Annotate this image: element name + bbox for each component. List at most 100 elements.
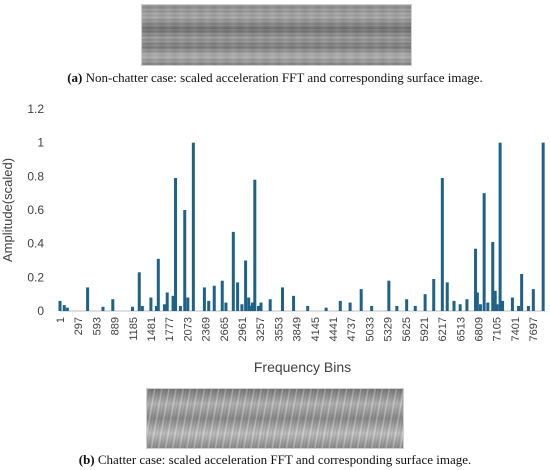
fft-bar [493, 290, 497, 311]
y-tick-label: 1 [37, 136, 44, 150]
fft-bar [171, 295, 175, 311]
caption-label-a: (a) [67, 70, 83, 85]
x-tick-label: 7697 [528, 317, 540, 341]
fft-bar [86, 287, 90, 311]
fft-bar [510, 297, 514, 311]
fft-bar [191, 142, 195, 311]
fft-bar [65, 307, 69, 311]
y-tick-label: 0.2 [27, 270, 44, 284]
fft-bars [58, 142, 545, 311]
fft-bar [62, 305, 66, 311]
fft-bar [413, 305, 417, 311]
fft-bar [520, 273, 524, 311]
fft-bar [338, 300, 342, 311]
x-axis-label: Frequency Bins [254, 359, 351, 375]
fft-bar [486, 302, 490, 311]
fft-bar [501, 300, 505, 311]
caption-chatter: (b) Chatter case: scaled acceleration FF… [0, 452, 550, 468]
fft-bar [292, 295, 296, 311]
y-tick-label: 0.6 [27, 203, 44, 217]
x-tick-label: 5033 [364, 317, 376, 341]
fft-bar [387, 280, 391, 311]
x-tick-label: 5329 [383, 317, 395, 341]
x-tick-label: 7105 [492, 317, 504, 341]
fft-bar [247, 297, 251, 311]
x-tick-label: 6217 [437, 317, 449, 341]
fft-bar [465, 299, 469, 311]
fft-bar [257, 305, 261, 311]
x-tick-label: 1 [55, 317, 67, 323]
fft-bar [526, 305, 530, 311]
fft-bar [220, 280, 224, 311]
x-tick-label: 3257 [255, 317, 267, 341]
x-tick-label: 2665 [219, 317, 231, 341]
fft-bar [280, 287, 284, 311]
y-tick-labels: 0 0.2 0.4 0.6 0.8 1 1.2 [27, 102, 44, 318]
fft-bar [248, 305, 252, 311]
fft-bar [244, 260, 248, 311]
fft-bar [156, 258, 160, 311]
x-tick-label: 3849 [292, 317, 304, 341]
fft-bar [423, 294, 427, 311]
fft-bar [259, 302, 263, 311]
x-tick-label: 6809 [474, 317, 486, 341]
y-tick-label: 0.4 [27, 237, 44, 251]
fft-bar [432, 279, 436, 311]
fft-bar-chart: 0 0.2 0.4 0.6 0.8 1 1.2 1 297 593 889 1185 1481 1777… [0, 102, 545, 375]
fft-bar [236, 282, 240, 311]
fft-bar [359, 289, 363, 311]
fft-bar [178, 305, 182, 311]
x-tick-label: 4145 [310, 317, 322, 341]
fft-bar [240, 304, 244, 311]
fft-bar [111, 299, 115, 311]
x-tick-label: 1481 [146, 317, 158, 341]
x-tick-label: 1777 [164, 317, 176, 341]
fft-bar [130, 306, 134, 311]
y-tick-label: 0.8 [27, 169, 44, 183]
fft-bar [202, 287, 206, 311]
fft-bar [101, 306, 105, 311]
x-tick-label: 3553 [273, 317, 285, 341]
y-tick-label: 1.2 [27, 102, 44, 116]
caption-non-chatter: (a) Non-chatter case: scaled acceleratio… [0, 70, 550, 86]
fft-bar [207, 300, 211, 311]
fft-bar [224, 302, 228, 311]
fft-bar [231, 231, 235, 311]
fft-bar [482, 193, 486, 311]
fft-bar [478, 304, 482, 311]
fft-bar [58, 300, 62, 311]
fft-bar [324, 307, 328, 311]
fft-bar [395, 305, 399, 311]
x-tick-labels: 1 297 593 889 1185 1481 1777 2073 2369 2665 2961 32… [55, 317, 540, 341]
x-tick-label: 2369 [201, 317, 213, 341]
fft-bar [250, 302, 254, 311]
x-tick-label: 2073 [182, 317, 194, 341]
fft-bar [162, 304, 166, 311]
chatter-surface-image [146, 388, 404, 449]
caption-text-a: Non-chatter case: scaled acceleration FF… [82, 70, 483, 85]
fft-bar [475, 292, 479, 311]
x-tick-label: 4737 [346, 317, 358, 341]
fft-bar [183, 210, 187, 311]
x-tick-label: 297 [73, 317, 85, 335]
fft-bar [452, 300, 456, 311]
fft-bar [268, 299, 272, 311]
fft-bar [491, 241, 495, 311]
fft-bar [186, 297, 190, 311]
caption-label-b: (b) [78, 452, 95, 467]
y-axis-label: Amplitude(scaled) [0, 158, 15, 262]
y-tick-label: 0 [37, 304, 44, 318]
x-tick-label: 6513 [455, 317, 467, 341]
fft-bar [517, 305, 521, 311]
fft-bar [370, 305, 374, 311]
fft-bar [405, 299, 409, 311]
fft-bar [154, 305, 158, 311]
x-tick-label: 7401 [510, 317, 522, 341]
fft-bar [306, 305, 310, 311]
x-tick-label: 4441 [328, 317, 340, 341]
fft-bar [531, 289, 535, 311]
x-tick-label: 2961 [237, 317, 249, 341]
fft-bar [495, 304, 499, 311]
x-tick-label: 5921 [419, 317, 431, 341]
fft-bar [458, 304, 462, 311]
